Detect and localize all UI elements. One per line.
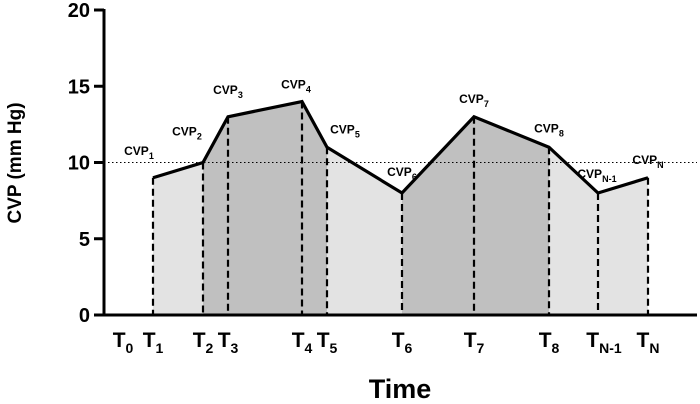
area-segment-5	[327, 147, 402, 315]
area-segment-3	[228, 101, 302, 315]
cvp-annotation-9: CVPN-1	[577, 167, 616, 184]
cvp-annotation-3: CVP3	[213, 83, 243, 100]
cvp-annotation-1: CVP1	[124, 144, 154, 161]
x-tick-label-1: T1	[143, 329, 164, 356]
x-tick-label-7: T7	[464, 329, 485, 356]
x-tick-labels: T0 T1 T2 T3 T4 T5 T6 T7 T8 TN-1 TN	[113, 329, 660, 356]
axes	[94, 8, 697, 317]
area-segment-2	[203, 116, 228, 315]
area-fills	[153, 101, 648, 315]
cvp-annotation-2: CVP2	[172, 125, 202, 142]
y-tick-label-10: 10	[68, 153, 90, 175]
cvp-annotation-8: CVP8	[534, 121, 564, 138]
area-segment-6	[402, 116, 474, 315]
cvp-annotations: CVP1 CVP2 CVP3 CVP4 CVP5 CVP6 CVP7 CVP8 CVPN-1 CV…	[124, 78, 663, 185]
x-tick-label-8: T8	[539, 329, 560, 356]
x-tick-label-9: TN-1	[586, 329, 622, 356]
cvp-annotation-10: CVPN	[632, 153, 663, 170]
x-tick-label-6: T6	[392, 329, 413, 356]
y-tick-label-15: 15	[68, 76, 90, 98]
y-tick-label-0: 0	[79, 305, 90, 327]
cvp-series-line	[152, 99, 649, 196]
cvp-annotation-5: CVP5	[330, 122, 360, 139]
area-segment-1	[153, 162, 203, 315]
cvp-annotation-6: CVP6	[387, 165, 417, 182]
x-tick-label-3: T3	[218, 329, 239, 356]
x-tick-label-2: T2	[193, 329, 214, 356]
x-tick-label-10: TN	[637, 329, 660, 356]
y-tick-label-5: 5	[79, 229, 90, 251]
area-segment-9	[598, 177, 648, 315]
x-tick-label-t0: T0	[113, 329, 134, 356]
cvp-annotation-4: CVP4	[281, 78, 311, 95]
drop-lines	[151, 101, 650, 315]
x-tick-label-4: T4	[292, 329, 313, 356]
y-tick-labels: 0 5 10 15 20	[68, 0, 90, 327]
y-tick-label-20: 20	[68, 0, 90, 22]
area-segment-4	[302, 101, 327, 315]
x-tick-label-5: T5	[317, 329, 338, 356]
y-axis-label: CVP (mm Hg)	[5, 102, 26, 223]
x-axis-label: Time	[369, 374, 432, 404]
cvp-annotation-7: CVP7	[459, 92, 489, 109]
area-segment-8	[549, 147, 598, 315]
area-segment-7	[474, 116, 549, 315]
